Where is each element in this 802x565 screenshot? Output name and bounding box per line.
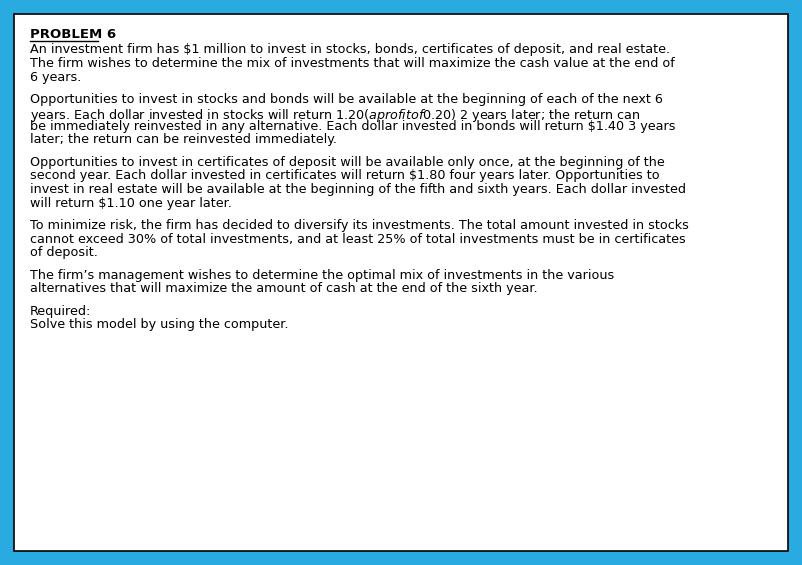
Text: cannot exceed 30% of total investments, and at least 25% of total investments mu: cannot exceed 30% of total investments, … [30, 233, 686, 246]
Text: alternatives that will maximize the amount of cash at the end of the sixth year.: alternatives that will maximize the amou… [30, 282, 537, 295]
Text: second year. Each dollar invested in certificates will return $1.80 four years l: second year. Each dollar invested in cer… [30, 170, 659, 182]
Text: The firm wishes to determine the mix of investments that will maximize the cash : The firm wishes to determine the mix of … [30, 57, 674, 70]
Text: of deposit.: of deposit. [30, 246, 98, 259]
Text: later; the return can be reinvested immediately.: later; the return can be reinvested imme… [30, 133, 337, 146]
Text: PROBLEM 6: PROBLEM 6 [30, 28, 116, 41]
Text: 6 years.: 6 years. [30, 71, 81, 84]
Text: The firm’s management wishes to determine the optimal mix of investments in the : The firm’s management wishes to determin… [30, 268, 614, 281]
Text: invest in real estate will be available at the beginning of the fifth and sixth : invest in real estate will be available … [30, 183, 686, 196]
Text: will return $1.10 one year later.: will return $1.10 one year later. [30, 197, 232, 210]
Text: To minimize risk, the firm has decided to diversify its investments. The total a: To minimize risk, the firm has decided t… [30, 219, 689, 232]
Text: Opportunities to invest in stocks and bonds will be available at the beginning o: Opportunities to invest in stocks and bo… [30, 93, 663, 106]
Text: An investment firm has $1 million to invest in stocks, bonds, certificates of de: An investment firm has $1 million to inv… [30, 44, 670, 57]
Text: Opportunities to invest in certificates of deposit will be available only once, : Opportunities to invest in certificates … [30, 156, 665, 169]
Text: be immediately reinvested in any alternative. Each dollar invested in bonds will: be immediately reinvested in any alterna… [30, 120, 675, 133]
Text: Required:: Required: [30, 305, 91, 318]
Text: Solve this model by using the computer.: Solve this model by using the computer. [30, 318, 289, 331]
FancyBboxPatch shape [14, 14, 788, 551]
Text: years. Each dollar invested in stocks will return $1.20 (a profit of $0.20) 2 ye: years. Each dollar invested in stocks wi… [30, 106, 641, 124]
